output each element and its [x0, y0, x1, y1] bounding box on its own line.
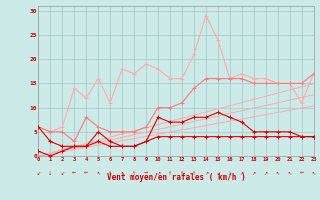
X-axis label: Vent moyen/en rafales ( km/h ): Vent moyen/en rafales ( km/h ) [107, 174, 245, 182]
